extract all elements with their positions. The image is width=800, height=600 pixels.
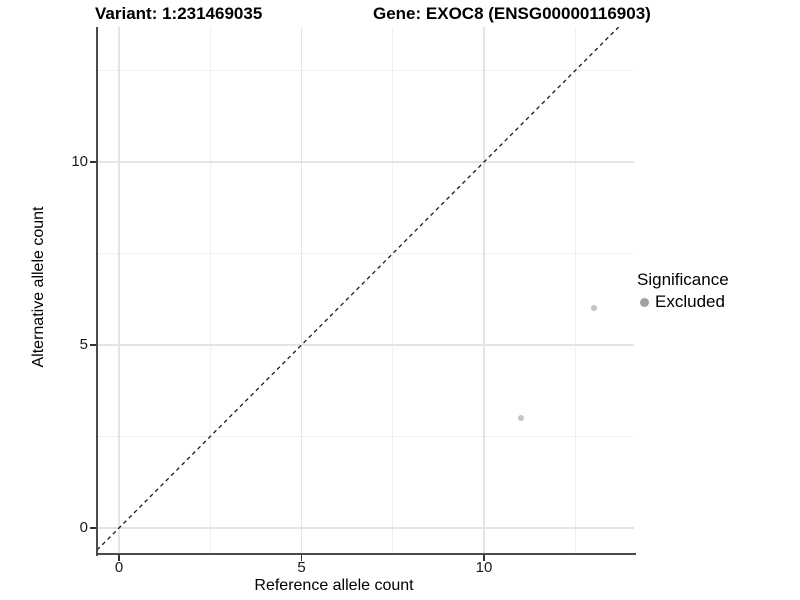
y-gridline-major (97, 527, 634, 529)
y-axis-line (96, 27, 98, 556)
legend: Significance Excluded (637, 269, 729, 312)
x-gridline-major (118, 27, 120, 554)
y-gridline-major (97, 344, 634, 346)
plot-title-gene: Gene: EXOC8 (ENSG00000116903) (373, 4, 651, 23)
y-tick-label: 10 (71, 153, 88, 170)
x-gridline-minor (209, 27, 211, 554)
y-tick-label: 5 (79, 336, 88, 353)
x-gridline-minor (392, 27, 394, 554)
identity-reference-line (97, 27, 620, 551)
legend-title: Significance (637, 270, 729, 289)
legend-key-dot-icon (640, 297, 649, 307)
y-axis-title: Alternative allele count (30, 206, 47, 368)
x-tick-label: 5 (297, 559, 306, 576)
x-tick-label: 10 (475, 559, 493, 576)
y-axis-tick (90, 344, 96, 346)
legend-item-label: Excluded (655, 292, 725, 311)
y-axis-tick (90, 161, 96, 163)
y-gridline-minor (97, 70, 634, 71)
x-tick-label: 0 (114, 559, 124, 576)
x-axis-tick (118, 555, 120, 561)
data-point (517, 415, 524, 422)
plot-title-variant: Variant: 1:231469035 (95, 4, 263, 23)
data-point (590, 305, 597, 312)
x-axis-tick (483, 555, 485, 561)
y-axis-tick (90, 527, 96, 529)
x-gridline-major (483, 27, 485, 554)
plot-panel (97, 27, 634, 554)
x-axis-tick (300, 555, 303, 561)
x-gridline-major (300, 27, 303, 554)
x-gridline-minor (574, 27, 576, 554)
y-gridline-major (97, 161, 634, 163)
x-axis-title: Reference allele count (254, 577, 414, 594)
legend-item-excluded: Excluded (637, 292, 729, 312)
y-gridline-minor (97, 436, 634, 437)
x-axis-line (96, 553, 636, 555)
y-gridline-minor (97, 253, 634, 254)
y-tick-label: 0 (79, 519, 88, 536)
